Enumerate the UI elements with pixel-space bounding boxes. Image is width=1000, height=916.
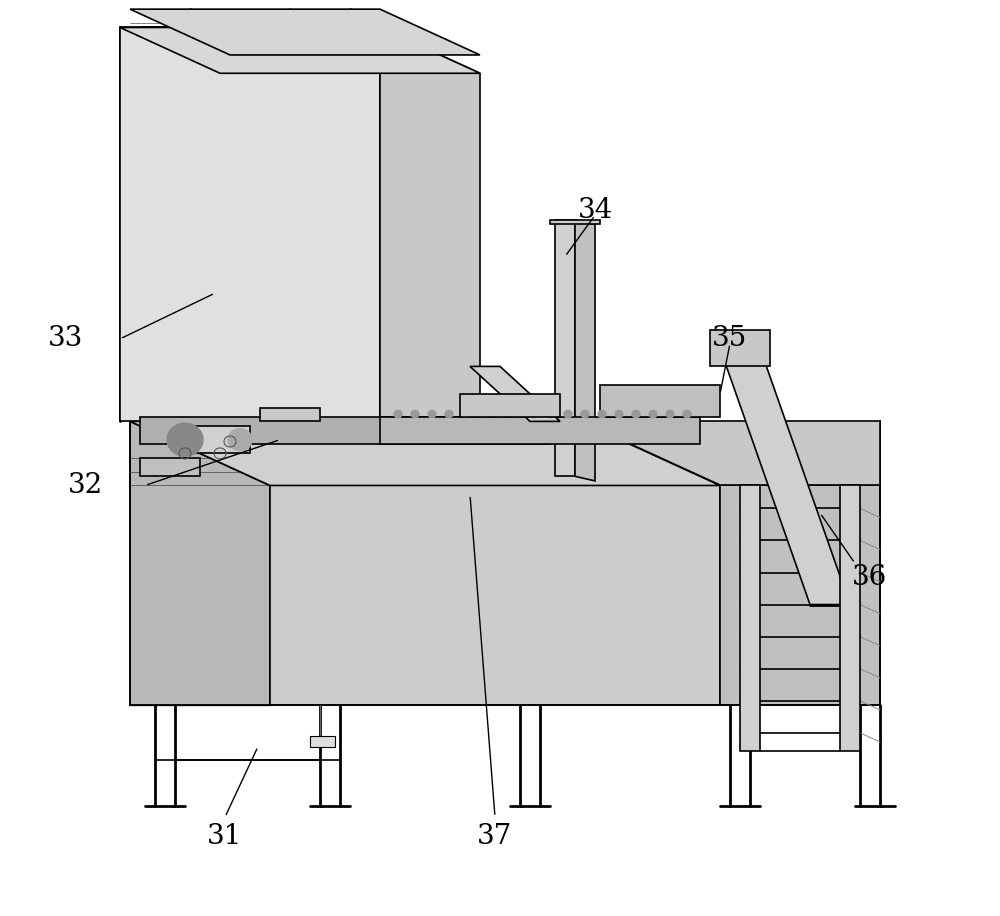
Polygon shape xyxy=(720,348,850,605)
Polygon shape xyxy=(555,220,575,476)
Polygon shape xyxy=(380,27,480,421)
Circle shape xyxy=(228,429,252,451)
Polygon shape xyxy=(180,426,250,453)
Polygon shape xyxy=(470,366,560,421)
Circle shape xyxy=(394,410,402,418)
Polygon shape xyxy=(260,408,320,421)
Circle shape xyxy=(513,410,521,418)
Polygon shape xyxy=(120,27,380,421)
Polygon shape xyxy=(580,421,880,485)
Polygon shape xyxy=(720,485,880,705)
Text: 34: 34 xyxy=(577,197,613,224)
Circle shape xyxy=(632,410,640,418)
Circle shape xyxy=(598,410,606,418)
Polygon shape xyxy=(600,385,720,417)
Polygon shape xyxy=(140,417,550,444)
Bar xyxy=(310,736,335,747)
Polygon shape xyxy=(460,394,560,417)
Circle shape xyxy=(649,410,657,418)
Text: 33: 33 xyxy=(47,325,83,353)
Polygon shape xyxy=(710,330,770,366)
Circle shape xyxy=(445,410,453,418)
Circle shape xyxy=(462,410,470,418)
Text: 35: 35 xyxy=(712,325,748,353)
Circle shape xyxy=(411,410,419,418)
Circle shape xyxy=(666,410,674,418)
Polygon shape xyxy=(120,27,480,73)
Circle shape xyxy=(530,410,538,418)
Text: 36: 36 xyxy=(852,563,888,591)
Circle shape xyxy=(428,410,436,418)
Text: 32: 32 xyxy=(67,472,103,499)
Polygon shape xyxy=(270,485,720,705)
Circle shape xyxy=(581,410,589,418)
Circle shape xyxy=(496,410,504,418)
Polygon shape xyxy=(550,220,600,224)
Text: 31: 31 xyxy=(207,823,243,850)
Polygon shape xyxy=(740,485,760,751)
Polygon shape xyxy=(380,417,700,444)
Circle shape xyxy=(479,410,487,418)
Circle shape xyxy=(683,410,691,418)
Polygon shape xyxy=(575,220,595,481)
Polygon shape xyxy=(130,9,480,55)
Circle shape xyxy=(615,410,623,418)
Circle shape xyxy=(547,410,555,418)
Polygon shape xyxy=(840,485,860,751)
Circle shape xyxy=(564,410,572,418)
Circle shape xyxy=(167,423,203,456)
Polygon shape xyxy=(130,421,720,485)
Polygon shape xyxy=(130,421,270,705)
Polygon shape xyxy=(140,458,200,476)
Text: 37: 37 xyxy=(477,823,513,850)
